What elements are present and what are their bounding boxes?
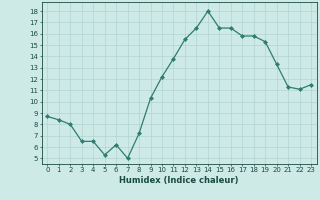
X-axis label: Humidex (Indice chaleur): Humidex (Indice chaleur) (119, 176, 239, 185)
